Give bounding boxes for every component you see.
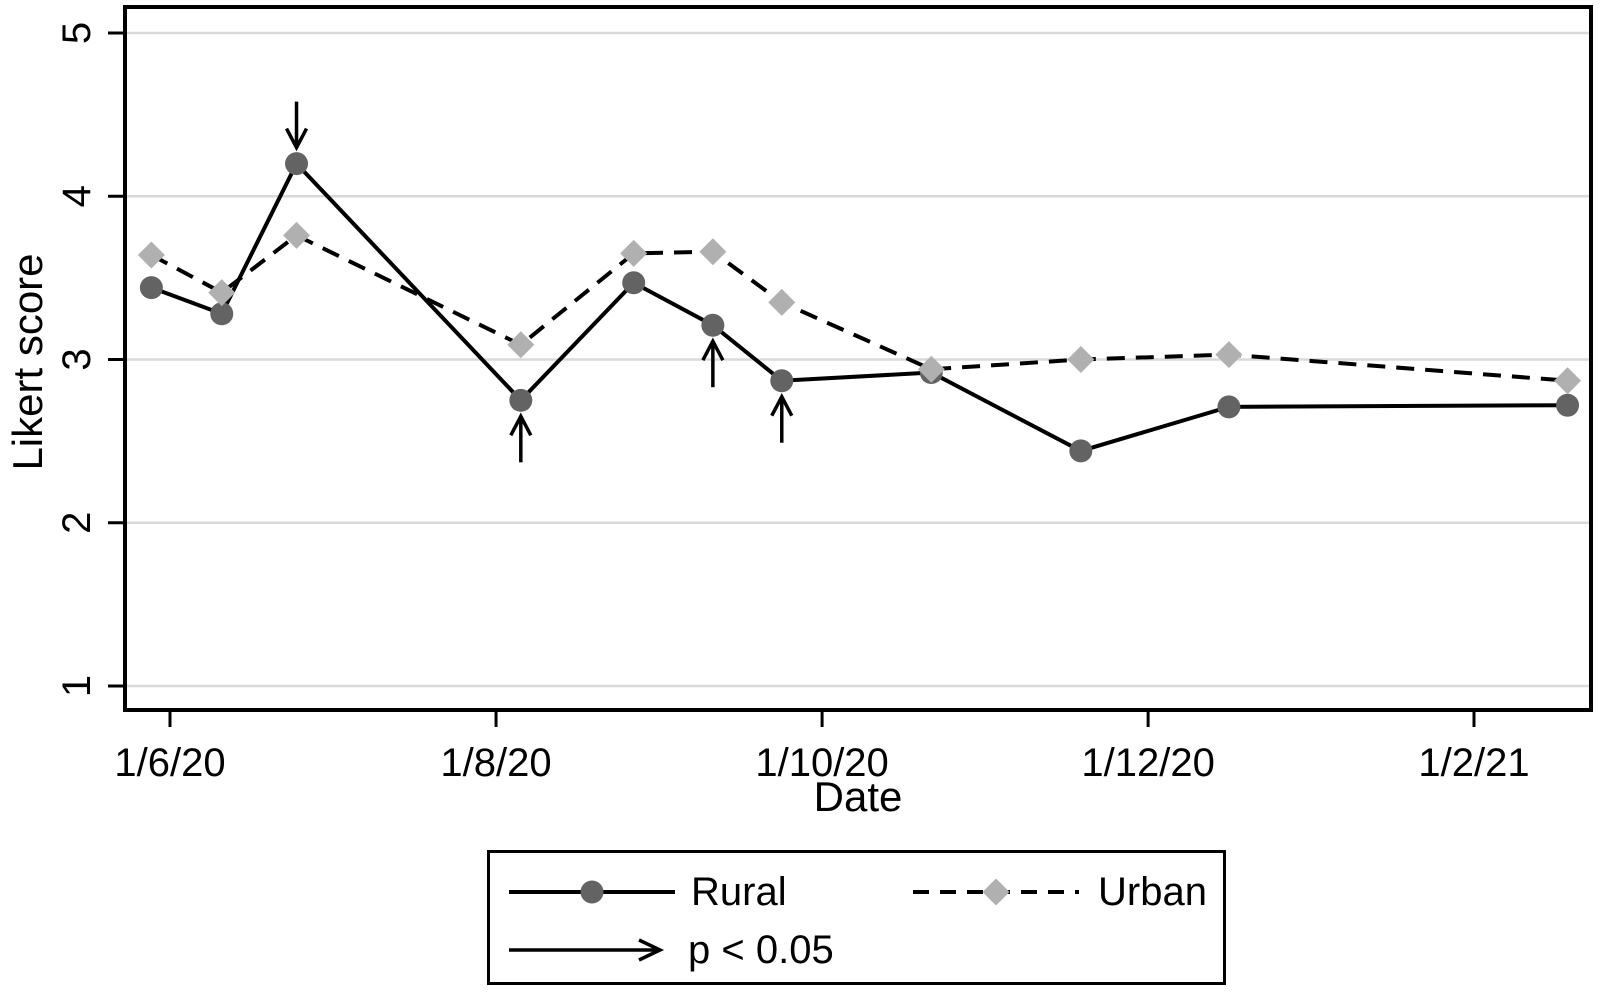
rural-point (210, 302, 234, 326)
urban-point (699, 238, 727, 266)
urban-point (1215, 341, 1243, 369)
legend-label-significance: p < 0.05 (688, 928, 834, 972)
legend-label-urban: Urban (1098, 870, 1207, 914)
urban-point (283, 221, 311, 249)
significance-arrow-head (701, 337, 725, 362)
urban-line-sample (913, 878, 1079, 906)
significance-arrow-head (770, 392, 794, 417)
rural-point (509, 388, 533, 412)
urban-point (620, 239, 648, 267)
rural-point (770, 369, 794, 393)
significance-arrow-head (284, 127, 309, 152)
legend-label-rural: Rural (691, 870, 787, 914)
x-tick-label: 1/10/20 (755, 741, 888, 785)
arrow-head-icon (638, 938, 665, 962)
urban-point (137, 241, 165, 269)
urban-marker-icon (982, 878, 1010, 906)
x-tick-label: 1/6/20 (114, 741, 225, 785)
rural-point (285, 152, 309, 176)
significance-arrow-sample (509, 938, 665, 962)
y-tick-label: 5 (55, 22, 99, 44)
rural-line (150, 160, 1568, 454)
urban-point (208, 279, 236, 307)
rural-point (1217, 395, 1241, 419)
significance-arrow-head (509, 412, 533, 437)
y-tick-label: 4 (55, 185, 99, 207)
legend: Rural Urban p < 0.05 (487, 850, 1226, 985)
x-tick-label: 1/2/21 (1418, 741, 1529, 785)
urban-point (1554, 367, 1582, 395)
x-tick-label: 1/12/20 (1081, 741, 1214, 785)
x-axis-title: Date (813, 773, 903, 820)
rural-marker-icon (580, 880, 604, 904)
x-tick-label: 1/8/20 (440, 741, 551, 785)
y-axis-title: Likert score (4, 253, 51, 471)
y-tick-label: 1 (55, 675, 99, 697)
urban-point (1067, 346, 1095, 373)
urban-point (768, 288, 796, 316)
rural-point (701, 313, 725, 337)
rural-point (622, 271, 646, 295)
urban-point (507, 331, 535, 359)
y-tick-label: 3 (55, 348, 99, 370)
rural-point (1069, 439, 1093, 463)
urban-point (917, 355, 945, 383)
rural-point (139, 276, 163, 300)
rural-point (1556, 393, 1580, 417)
y-tick-label: 2 (55, 512, 99, 534)
rural-line-sample (509, 880, 675, 904)
